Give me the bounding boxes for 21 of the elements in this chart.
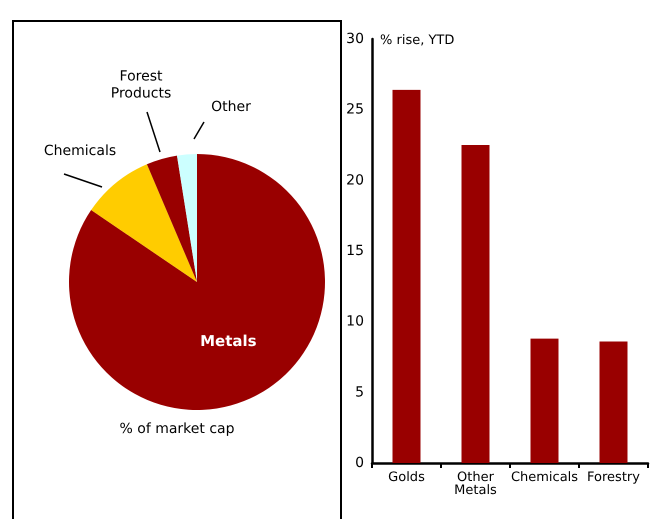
y-tick-label: 25 bbox=[346, 102, 364, 118]
x-tick-label: Forestry bbox=[587, 470, 640, 485]
bar bbox=[462, 145, 490, 463]
slice-label: Forest Products bbox=[110, 68, 172, 102]
y-tick-label: 5 bbox=[355, 384, 364, 400]
bar bbox=[600, 341, 628, 463]
y-tick-label: 20 bbox=[346, 172, 364, 188]
slice-label: Other bbox=[211, 99, 252, 115]
y-axis-title: % rise, YTD bbox=[380, 33, 454, 48]
x-tick-label: Golds bbox=[388, 470, 426, 485]
slice-label: Chemicals bbox=[44, 143, 116, 159]
x-tick-label: Other Metals bbox=[454, 470, 498, 498]
y-tick-label: 10 bbox=[346, 314, 364, 330]
y-tick-label: 30 bbox=[346, 31, 364, 47]
y-tick-label: 0 bbox=[355, 455, 364, 471]
x-tick-label: Chemicals bbox=[510, 470, 578, 485]
y-tick-label: 15 bbox=[346, 243, 364, 259]
text: % of market cap bbox=[120, 421, 235, 437]
bar bbox=[392, 90, 420, 463]
bar bbox=[530, 338, 558, 463]
slice-label: Metals bbox=[200, 332, 257, 350]
